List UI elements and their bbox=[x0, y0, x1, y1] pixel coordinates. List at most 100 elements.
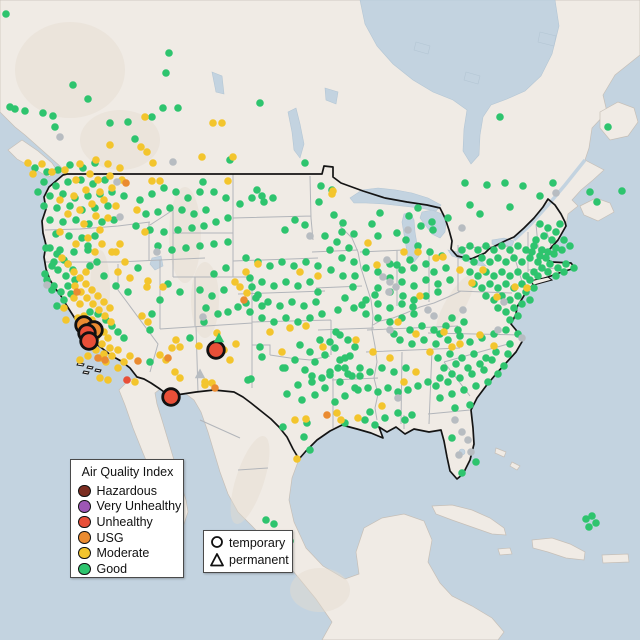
station-dot-good[interactable] bbox=[134, 264, 142, 272]
station-dot-moderate[interactable] bbox=[432, 254, 440, 262]
station-dot-moderate[interactable] bbox=[70, 268, 78, 276]
station-dot-good[interactable] bbox=[196, 286, 204, 294]
station-dot-good[interactable] bbox=[506, 340, 514, 348]
station-dot-good[interactable] bbox=[429, 226, 437, 234]
station-dot-moderate[interactable] bbox=[138, 312, 146, 320]
station-dot-good[interactable] bbox=[110, 216, 118, 224]
station-dot-moderate[interactable] bbox=[198, 153, 206, 161]
station-dot-good[interactable] bbox=[86, 262, 94, 270]
station-dot-good[interactable] bbox=[298, 396, 306, 404]
station-dot-good[interactable] bbox=[592, 519, 600, 527]
station-dot-good[interactable] bbox=[318, 374, 326, 382]
station-dot-good[interactable] bbox=[351, 272, 359, 280]
station-dot-moderate[interactable] bbox=[149, 159, 157, 167]
temporary-event-marker[interactable] bbox=[161, 387, 181, 407]
station-dot-good[interactable] bbox=[178, 206, 186, 214]
station-dot-good[interactable] bbox=[426, 248, 434, 256]
station-dot-good[interactable] bbox=[393, 229, 401, 237]
station-dot-good[interactable] bbox=[314, 288, 322, 296]
station-dot-good[interactable] bbox=[306, 278, 314, 286]
station-dot-good[interactable] bbox=[476, 360, 484, 368]
station-dot-moderate[interactable] bbox=[168, 344, 176, 352]
station-dot-good[interactable] bbox=[540, 232, 548, 240]
station-dot-good[interactable] bbox=[396, 336, 404, 344]
station-dot-moderate[interactable] bbox=[226, 356, 234, 364]
station-dot-no-data[interactable] bbox=[404, 226, 412, 234]
station-dot-no-data[interactable] bbox=[386, 278, 394, 286]
station-dot-good[interactable] bbox=[246, 308, 254, 316]
station-dot-good[interactable] bbox=[422, 276, 430, 284]
permanent-station-marker[interactable] bbox=[194, 368, 206, 379]
station-dot-good[interactable] bbox=[374, 388, 382, 396]
station-dot-moderate[interactable] bbox=[38, 160, 46, 168]
station-dot-moderate[interactable] bbox=[148, 177, 156, 185]
station-dot-moderate[interactable] bbox=[291, 416, 299, 424]
station-dot-good[interactable] bbox=[314, 262, 322, 270]
station-dot-moderate[interactable] bbox=[201, 381, 209, 389]
station-dot-good[interactable] bbox=[258, 302, 266, 310]
station-dot-good[interactable] bbox=[393, 261, 401, 269]
station-dot-good[interactable] bbox=[302, 258, 310, 266]
station-dot-good[interactable] bbox=[434, 354, 442, 362]
station-dot-moderate[interactable] bbox=[479, 266, 487, 274]
station-dot-moderate[interactable] bbox=[104, 160, 112, 168]
station-dot-good[interactable] bbox=[64, 178, 72, 186]
station-dot-no-data[interactable] bbox=[385, 288, 393, 296]
station-dot-good[interactable] bbox=[410, 264, 418, 272]
station-dot-good[interactable] bbox=[470, 350, 478, 358]
station-dot-no-data[interactable] bbox=[464, 436, 472, 444]
station-dot-good[interactable] bbox=[154, 242, 162, 250]
station-dot-moderate[interactable] bbox=[243, 289, 251, 297]
station-dot-good[interactable] bbox=[270, 318, 278, 326]
station-dot-moderate[interactable] bbox=[114, 268, 122, 276]
station-dot-good[interactable] bbox=[294, 318, 302, 326]
station-dot-moderate[interactable] bbox=[120, 358, 128, 366]
station-dot-usg[interactable] bbox=[94, 354, 102, 362]
station-dot-good[interactable] bbox=[362, 264, 370, 272]
station-dot-good[interactable] bbox=[311, 358, 319, 366]
station-dot-moderate[interactable] bbox=[354, 414, 362, 422]
station-dot-moderate[interactable] bbox=[137, 143, 145, 151]
station-dot-moderate[interactable] bbox=[416, 292, 424, 300]
station-dot-no-data[interactable] bbox=[386, 326, 394, 334]
station-dot-good[interactable] bbox=[418, 322, 426, 330]
station-dot-good[interactable] bbox=[214, 310, 222, 318]
station-dot-good[interactable] bbox=[124, 118, 132, 126]
station-dot-good[interactable] bbox=[84, 242, 92, 250]
station-dot-good[interactable] bbox=[528, 248, 536, 256]
station-dot-good[interactable] bbox=[532, 236, 540, 244]
station-dot-usg[interactable] bbox=[323, 411, 331, 419]
station-dot-good[interactable] bbox=[306, 348, 314, 356]
station-dot-good[interactable] bbox=[502, 308, 510, 316]
station-dot-moderate[interactable] bbox=[71, 282, 79, 290]
station-dot-good[interactable] bbox=[308, 372, 316, 380]
station-dot-good[interactable] bbox=[432, 340, 440, 348]
station-dot-moderate[interactable] bbox=[84, 234, 92, 242]
station-dot-good[interactable] bbox=[530, 242, 538, 250]
station-dot-good[interactable] bbox=[436, 374, 444, 382]
station-dot-moderate[interactable] bbox=[302, 415, 310, 423]
station-dot-moderate[interactable] bbox=[448, 343, 456, 351]
station-dot-good[interactable] bbox=[448, 370, 456, 378]
station-dot-moderate[interactable] bbox=[96, 226, 104, 234]
station-dot-good[interactable] bbox=[384, 384, 392, 392]
station-dot-good[interactable] bbox=[253, 186, 261, 194]
station-dot-good[interactable] bbox=[518, 258, 526, 266]
station-dot-good[interactable] bbox=[66, 161, 74, 169]
station-dot-good[interactable] bbox=[536, 192, 544, 200]
station-dot-good[interactable] bbox=[502, 258, 510, 266]
station-dot-good[interactable] bbox=[53, 302, 61, 310]
station-dot-good[interactable] bbox=[93, 258, 101, 266]
station-dot-good[interactable] bbox=[160, 184, 168, 192]
station-dot-good[interactable] bbox=[566, 242, 574, 250]
station-dot-good[interactable] bbox=[604, 123, 612, 131]
station-dot-moderate[interactable] bbox=[141, 228, 149, 236]
station-dot-moderate[interactable] bbox=[82, 280, 90, 288]
station-dot-good[interactable] bbox=[142, 210, 150, 218]
station-dot-good[interactable] bbox=[327, 266, 335, 274]
station-dot-good[interactable] bbox=[311, 391, 319, 399]
station-dot-good[interactable] bbox=[498, 242, 506, 250]
station-dot-good[interactable] bbox=[470, 258, 478, 266]
station-dot-good[interactable] bbox=[593, 198, 601, 206]
station-dot-good[interactable] bbox=[386, 304, 394, 312]
